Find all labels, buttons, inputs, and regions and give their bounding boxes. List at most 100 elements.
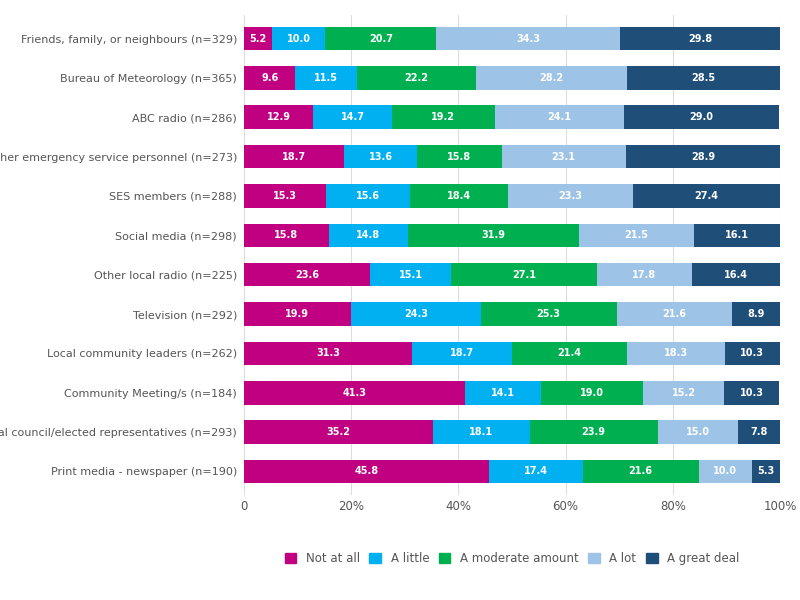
Text: 17.8: 17.8: [632, 269, 657, 280]
Bar: [392, 106, 495, 129]
Bar: [244, 66, 295, 90]
Bar: [451, 263, 597, 286]
Text: 15.0: 15.0: [686, 427, 710, 437]
Text: 16.4: 16.4: [724, 269, 748, 280]
Text: 25.3: 25.3: [537, 309, 561, 319]
Text: 27.4: 27.4: [694, 191, 718, 201]
Bar: [466, 381, 541, 404]
Text: 23.6: 23.6: [295, 269, 319, 280]
Bar: [530, 420, 658, 444]
Text: 15.6: 15.6: [356, 191, 380, 201]
Bar: [627, 66, 780, 90]
Text: 8.9: 8.9: [747, 309, 765, 319]
Text: 13.6: 13.6: [369, 152, 393, 161]
Text: 15.8: 15.8: [447, 152, 471, 161]
Text: 9.6: 9.6: [261, 73, 278, 83]
Text: 28.2: 28.2: [540, 73, 564, 83]
Bar: [752, 460, 781, 483]
Bar: [582, 460, 698, 483]
Text: 12.9: 12.9: [266, 112, 290, 122]
Text: 24.1: 24.1: [547, 112, 571, 122]
Bar: [244, 184, 326, 208]
Text: 10.0: 10.0: [286, 34, 310, 44]
Text: 5.2: 5.2: [250, 34, 266, 44]
Text: 17.4: 17.4: [524, 466, 548, 476]
Text: 5.3: 5.3: [758, 466, 775, 476]
Bar: [433, 420, 530, 444]
Bar: [329, 224, 408, 247]
Text: 18.3: 18.3: [664, 349, 688, 358]
Bar: [244, 420, 433, 444]
Text: 29.8: 29.8: [688, 34, 712, 44]
Bar: [620, 27, 780, 50]
Text: 24.3: 24.3: [404, 309, 428, 319]
Text: 21.6: 21.6: [662, 309, 686, 319]
Text: 27.1: 27.1: [512, 269, 536, 280]
Bar: [724, 381, 779, 404]
Text: 35.2: 35.2: [326, 427, 350, 437]
Bar: [408, 224, 579, 247]
Text: 21.4: 21.4: [558, 349, 582, 358]
Text: 14.7: 14.7: [341, 112, 365, 122]
Bar: [508, 184, 633, 208]
Text: 18.7: 18.7: [450, 349, 474, 358]
Text: 14.8: 14.8: [356, 230, 381, 241]
Bar: [658, 420, 738, 444]
Text: 10.3: 10.3: [740, 388, 764, 398]
Bar: [642, 381, 724, 404]
Text: 18.7: 18.7: [282, 152, 306, 161]
Text: 18.4: 18.4: [447, 191, 471, 201]
Bar: [244, 460, 490, 483]
Bar: [541, 381, 642, 404]
Bar: [244, 302, 350, 326]
Legend: Not at all, A little, A moderate amount, A lot, A great deal: Not at all, A little, A moderate amount,…: [281, 549, 743, 569]
Text: 10.0: 10.0: [714, 466, 738, 476]
Bar: [350, 302, 481, 326]
Text: 21.5: 21.5: [625, 230, 649, 241]
Bar: [417, 145, 502, 169]
Text: 29.0: 29.0: [690, 112, 714, 122]
Text: 23.9: 23.9: [582, 427, 606, 437]
Text: 15.8: 15.8: [274, 230, 298, 241]
Bar: [476, 66, 627, 90]
Bar: [495, 106, 624, 129]
Text: 31.9: 31.9: [482, 230, 506, 241]
Text: 31.3: 31.3: [316, 349, 340, 358]
Bar: [244, 263, 370, 286]
Text: 28.9: 28.9: [691, 152, 715, 161]
Bar: [579, 224, 694, 247]
Text: 15.2: 15.2: [671, 388, 695, 398]
Text: 45.8: 45.8: [354, 466, 379, 476]
Bar: [698, 460, 752, 483]
Bar: [244, 106, 313, 129]
Text: 23.3: 23.3: [558, 191, 582, 201]
Bar: [617, 302, 732, 326]
Text: 21.6: 21.6: [629, 466, 653, 476]
Bar: [313, 106, 392, 129]
Bar: [295, 66, 357, 90]
Text: 19.9: 19.9: [286, 309, 310, 319]
Bar: [244, 145, 344, 169]
Bar: [481, 302, 617, 326]
Text: 15.1: 15.1: [399, 269, 423, 280]
Bar: [502, 145, 626, 169]
Text: 23.1: 23.1: [552, 152, 576, 161]
Bar: [344, 145, 417, 169]
Text: 22.2: 22.2: [405, 73, 429, 83]
Bar: [244, 224, 329, 247]
Text: 10.3: 10.3: [740, 349, 764, 358]
Bar: [244, 341, 412, 365]
Text: 19.0: 19.0: [580, 388, 604, 398]
Bar: [512, 341, 626, 365]
Bar: [692, 263, 780, 286]
Text: 20.7: 20.7: [369, 34, 393, 44]
Bar: [624, 106, 779, 129]
Text: 7.8: 7.8: [750, 427, 768, 437]
Text: 15.3: 15.3: [273, 191, 297, 201]
Bar: [597, 263, 692, 286]
Bar: [437, 27, 620, 50]
Bar: [626, 341, 725, 365]
Bar: [326, 27, 437, 50]
Text: 16.1: 16.1: [726, 230, 750, 241]
Bar: [694, 224, 781, 247]
